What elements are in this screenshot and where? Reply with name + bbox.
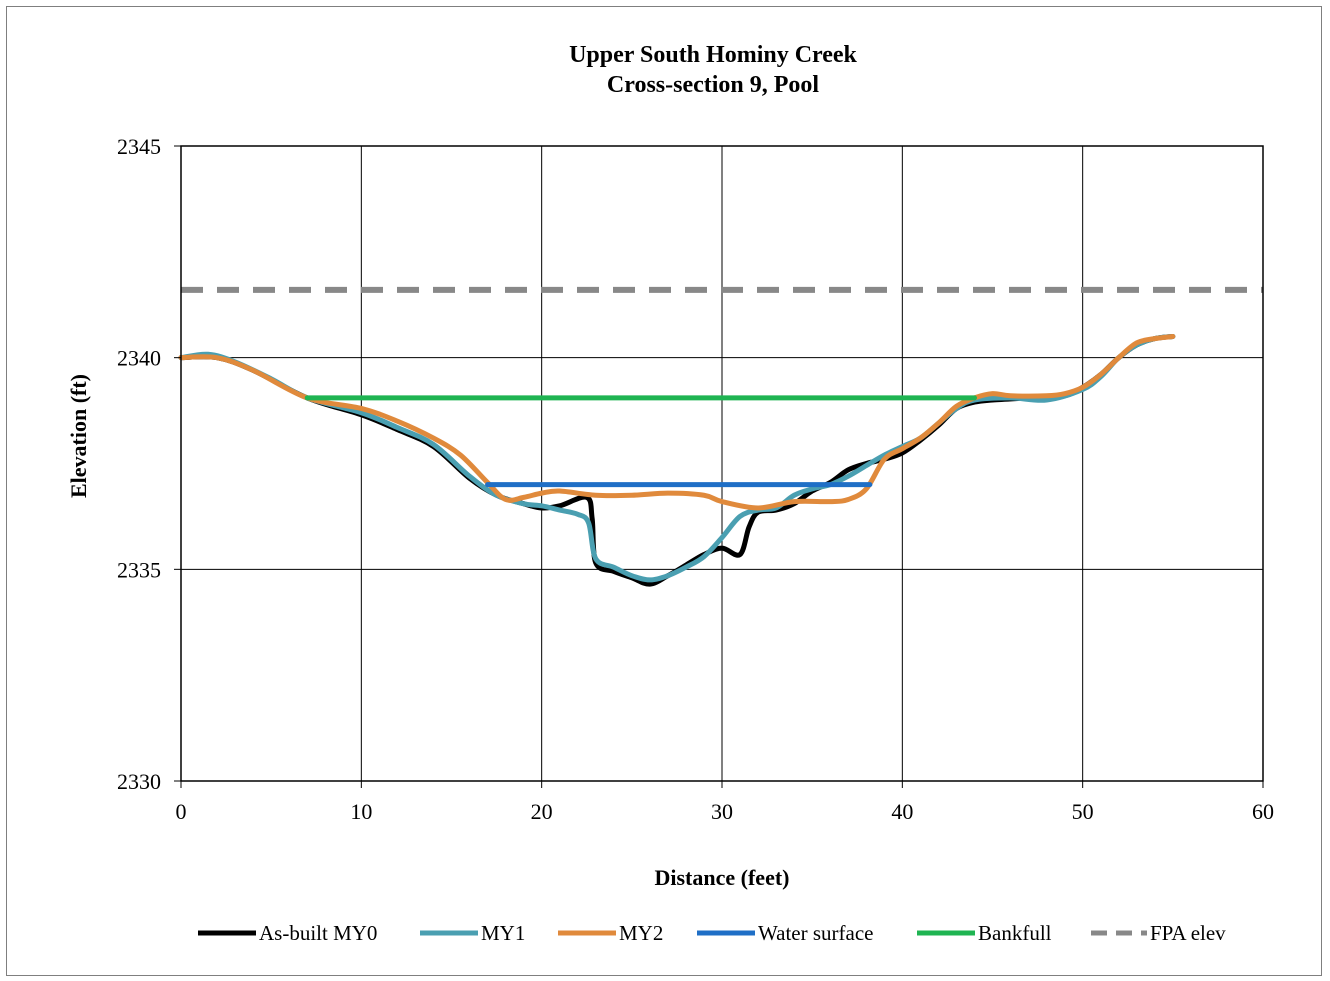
legend: As-built MY0 MY1 MY2 Water surface Bankfull F…: [198, 921, 1226, 945]
chart-subtitle: Cross-section 9, Pool: [607, 72, 820, 98]
series-as-built-my0: [178, 334, 1176, 587]
x-axis-title: Distance (feet): [655, 865, 790, 890]
x-tick-label: 40: [891, 799, 913, 824]
legend-label: As-built MY0: [259, 921, 377, 945]
legend-item-water-surface: Water surface: [697, 921, 873, 945]
y-tick-label: 2335: [117, 557, 161, 582]
tick-labels: 0 10 20 30 40 50 60 2330 2335 2340 2345: [117, 134, 1274, 824]
legend-item-my2: MY2: [558, 921, 663, 945]
series-my2: [178, 334, 1176, 511]
series-my1: [178, 334, 1176, 583]
y-tick-label: 2345: [117, 134, 161, 159]
x-tick-label: 60: [1252, 799, 1274, 824]
legend-item-fpa-elev: FPA elev: [1091, 921, 1226, 945]
legend-item-bankfull: Bankfull: [917, 921, 1052, 945]
legend-item-my1: MY1: [420, 921, 525, 945]
y-axis-title: Elevation (ft): [66, 374, 91, 498]
x-tick-label: 20: [531, 799, 553, 824]
legend-label: FPA elev: [1150, 921, 1226, 945]
x-tick-label: 0: [176, 799, 187, 824]
y-tick-label: 2340: [117, 346, 161, 371]
chart-title: Upper South Hominy Creek: [569, 42, 857, 68]
x-tick-label: 10: [350, 799, 372, 824]
series-layer: [178, 286, 1263, 587]
legend-label: Bankfull: [978, 921, 1052, 945]
x-tick-label: 30: [711, 799, 733, 824]
y-tick-label: 2330: [117, 769, 161, 794]
x-tick-label: 50: [1072, 799, 1094, 824]
grid: [180, 145, 1264, 782]
legend-item-as-built-my0: As-built MY0: [198, 921, 377, 945]
legend-label: MY1: [481, 921, 525, 945]
legend-label: Water surface: [758, 921, 873, 945]
legend-label: MY2: [619, 921, 663, 945]
